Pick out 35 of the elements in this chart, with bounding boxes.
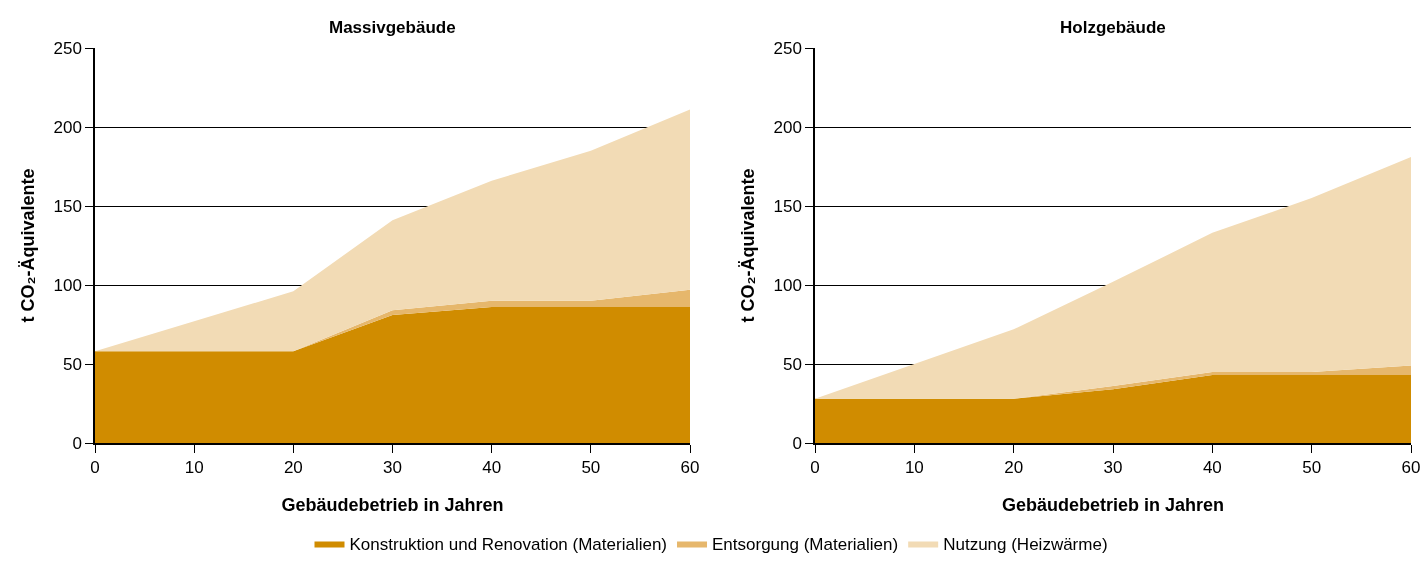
y-tick-label: 250 — [53, 38, 82, 58]
y-tick-label: 0 — [72, 433, 82, 453]
y-tick-label: 100 — [53, 275, 82, 295]
legend-label: Konstruktion und Renovation (Materialien) — [349, 535, 668, 555]
y-tick-label: 250 — [773, 38, 802, 58]
chart-title: Holzgebäude — [1060, 18, 1166, 37]
y-tick-label: 200 — [773, 117, 802, 137]
x-tick-label: 0 — [810, 458, 820, 478]
y-tick-label: 50 — [782, 354, 802, 374]
x-axis-title: Gebäudebetrieb in Jahren — [1001, 494, 1225, 515]
x-tick-label: 0 — [90, 458, 100, 478]
y-tick-label: 100 — [773, 275, 802, 295]
x-tick-label: 20 — [1004, 458, 1024, 478]
x-tick-label: 40 — [482, 458, 502, 478]
y-axis-title: t CO₂-Äquivalente — [738, 168, 759, 323]
y-axis-title: t CO₂-Äquivalente — [18, 168, 39, 323]
x-tick-label: 10 — [904, 458, 924, 478]
x-tick-label: 30 — [383, 458, 402, 478]
x-tick-label: 50 — [581, 458, 601, 478]
y-tick-label: 200 — [53, 117, 82, 137]
y-tick-label: 0 — [792, 433, 802, 453]
x-tick-label: 50 — [1302, 458, 1322, 478]
x-tick-label: 40 — [1202, 458, 1222, 478]
x-tick-label: 60 — [1401, 458, 1421, 478]
legend-label: Nutzung (Heizwärme) — [943, 535, 1108, 555]
y-tick-label: 150 — [53, 196, 82, 216]
x-tick-label: 20 — [283, 458, 303, 478]
x-axis-title: Gebäudebetrieb in Jahren — [281, 494, 504, 515]
y-tick-label: 50 — [62, 354, 82, 374]
legend-label: Entsorgung (Materialien) — [712, 535, 899, 555]
x-tick-label: 30 — [1103, 458, 1123, 478]
x-tick-label: 10 — [184, 458, 204, 478]
x-tick-label: 60 — [680, 458, 700, 478]
y-tick-label: 150 — [773, 196, 802, 216]
chart-title: Massivgebäude — [329, 18, 456, 37]
